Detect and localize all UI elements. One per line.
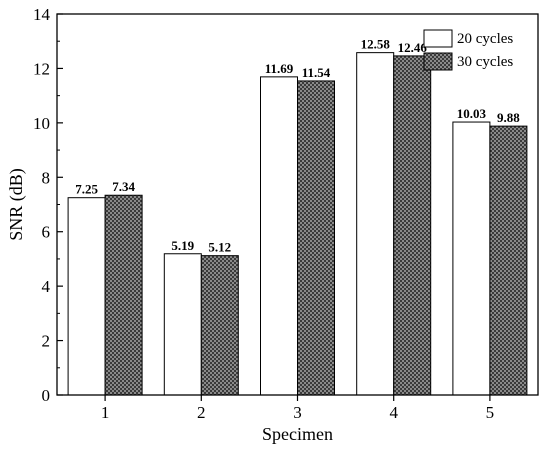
x-tick-label: 3 bbox=[293, 403, 302, 422]
data-label-s1-c4: 12.58 bbox=[361, 37, 391, 52]
data-label-s2-c5: 9.88 bbox=[497, 110, 520, 125]
y-tick-label: 8 bbox=[42, 168, 51, 187]
data-labels-group: 7.25 5.19 11.69 12.58 10.03 7.34 5.12 11.54 12.4… bbox=[75, 37, 520, 255]
legend-label-1: 20 cycles bbox=[457, 31, 513, 47]
y-tick-label: 12 bbox=[33, 59, 50, 78]
x-tick-label: 4 bbox=[389, 403, 398, 422]
y-tick-label: 4 bbox=[42, 277, 51, 296]
x-tick-label: 1 bbox=[101, 403, 110, 422]
y-axis-title: SNR (dB) bbox=[6, 168, 27, 241]
y-tick-label: 14 bbox=[33, 5, 51, 24]
bar-s2-c5 bbox=[489, 125, 528, 396]
data-label-s2-c3: 11.54 bbox=[302, 65, 331, 80]
bar-s1-c2 bbox=[163, 253, 202, 396]
y-tick-label: 2 bbox=[42, 332, 51, 351]
data-label-s2-c4: 12.46 bbox=[398, 40, 428, 55]
x-axis-ticks: 1 2 3 4 5 bbox=[101, 395, 494, 422]
y-tick-label: 10 bbox=[33, 114, 50, 133]
legend: 20 cycles 30 cycles bbox=[423, 29, 513, 71]
y-axis-ticks: 0 2 4 6 8 10 12 14 bbox=[33, 5, 63, 405]
legend-swatch-1 bbox=[423, 29, 453, 48]
x-tick-label: 2 bbox=[197, 403, 206, 422]
bar-s1-c5 bbox=[452, 121, 491, 396]
data-label-s1-c5: 10.03 bbox=[457, 106, 487, 121]
bar-s2-c4 bbox=[393, 55, 432, 396]
y-tick-label: 6 bbox=[42, 223, 51, 242]
data-label-s2-c2: 5.12 bbox=[208, 240, 231, 255]
data-label-s1-c3: 11.69 bbox=[265, 61, 294, 76]
data-label-s1-c2: 5.19 bbox=[171, 238, 194, 253]
legend-swatch-2 bbox=[423, 52, 453, 71]
data-label-s1-c1: 7.25 bbox=[75, 182, 98, 197]
y-tick-label: 0 bbox=[42, 386, 51, 405]
bar-s2-c2 bbox=[200, 255, 239, 396]
bar-s1-c4 bbox=[356, 52, 395, 396]
bars-group bbox=[67, 52, 528, 396]
bar-s1-c3 bbox=[260, 76, 298, 396]
bar-s2-c3 bbox=[297, 80, 335, 396]
data-label-s2-c1: 7.34 bbox=[112, 179, 135, 194]
legend-label-2: 30 cycles bbox=[457, 54, 513, 70]
bar-s1-c1 bbox=[67, 197, 106, 396]
bar-s2-c1 bbox=[104, 194, 143, 396]
x-axis-title: Specimen bbox=[262, 424, 333, 444]
x-tick-label: 5 bbox=[486, 403, 495, 422]
